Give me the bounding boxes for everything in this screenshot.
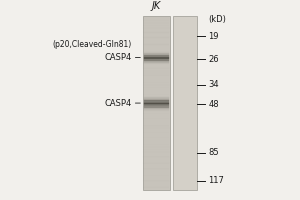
Text: JK: JK — [152, 1, 160, 11]
Text: CASP4: CASP4 — [105, 99, 132, 108]
Text: 48: 48 — [208, 100, 219, 109]
Text: (kD): (kD) — [208, 15, 226, 24]
Bar — [142, 16, 170, 190]
Text: CASP4: CASP4 — [105, 53, 132, 62]
Bar — [172, 16, 197, 190]
Text: (p20,Cleaved-Gln81): (p20,Cleaved-Gln81) — [53, 40, 132, 49]
Text: 34: 34 — [208, 80, 219, 89]
Text: 117: 117 — [208, 176, 224, 185]
Text: 19: 19 — [208, 32, 219, 41]
Text: 26: 26 — [208, 55, 219, 64]
Text: 85: 85 — [208, 148, 219, 157]
